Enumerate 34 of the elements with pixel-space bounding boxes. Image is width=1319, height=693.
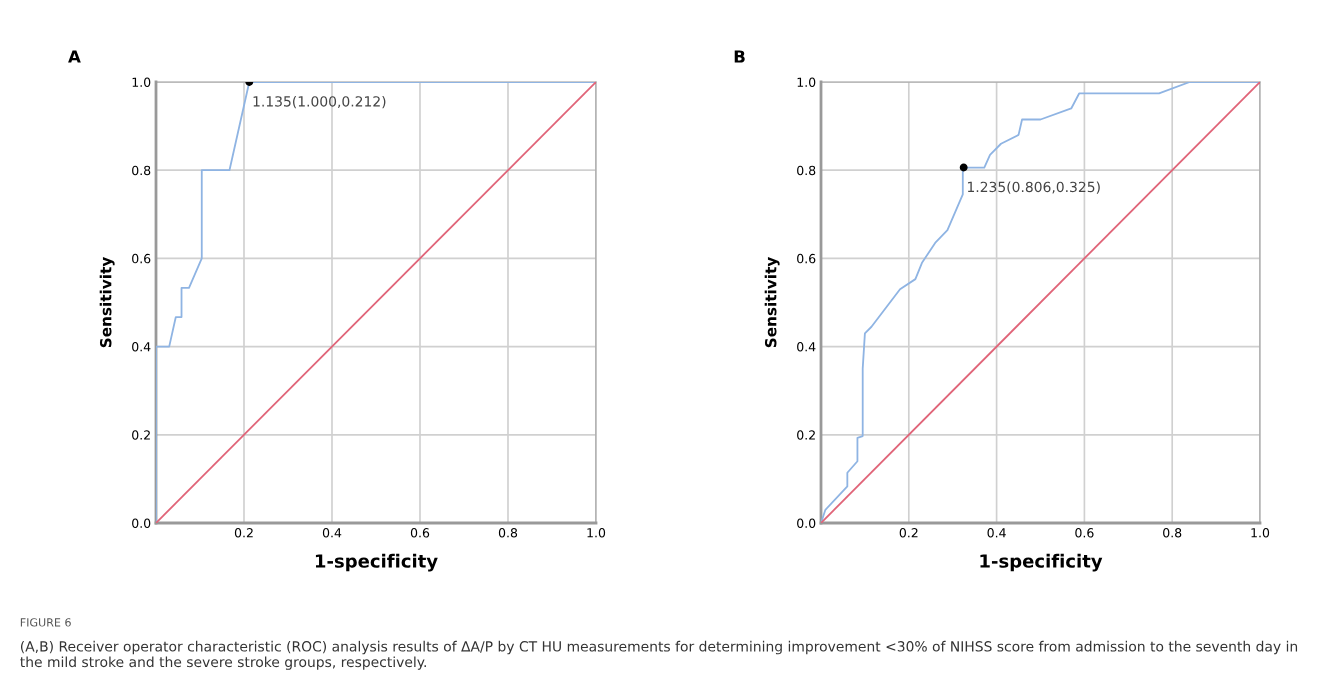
x-axis-title: 1-specificity — [980, 553, 1103, 572]
x-tick-label: 0.2 — [899, 528, 918, 538]
x-tick-label: 0.2 — [234, 528, 253, 538]
chart-title: A — [68, 50, 81, 63]
x-tick-label: 0.4 — [987, 528, 1006, 538]
x-axis-title: 1-specificity — [315, 553, 438, 572]
line-series — [821, 82, 1260, 523]
y-tick-label: 0.2 — [132, 430, 150, 440]
x-tick-label: 1.0 — [587, 528, 606, 538]
x-tick-label: 1.0 — [1251, 528, 1270, 538]
y-tick-label: 0.8 — [797, 165, 816, 176]
y-tick-label: 0.6 — [797, 253, 816, 264]
y-axis-title: Sensitivity — [99, 256, 115, 348]
y-tick-label: 0.0 — [797, 518, 816, 528]
text: (A,B) Receiver operator characteristic (ROC) analysis results of ΔA/P by CT HU measurements for determining improvement <30% of NIHSS score from admission to the seventh day in the mild stroke and the severe stroke groups, respectively. — [20, 640, 1298, 670]
y-tick-label: 0.4 — [797, 342, 816, 352]
x-tick-label: 0.4 — [322, 528, 342, 538]
line-series — [156, 82, 596, 523]
y-axis-title: Sensitivity — [764, 256, 780, 348]
y-tick-label: 0.4 — [132, 342, 151, 352]
x-tick-label: 0.6 — [410, 528, 430, 538]
caption: FIGURE 6 — [20, 618, 71, 627]
y-tick-label: 0.6 — [132, 253, 151, 264]
y-tick-label: 0.8 — [132, 165, 151, 176]
chart-title: B — [734, 50, 745, 63]
y-tick-label: 1.0 — [132, 77, 151, 87]
x-tick-label: 0.6 — [1075, 528, 1094, 538]
x-tick-label: 0.8 — [498, 528, 518, 538]
y-tick-label: 1.0 — [797, 77, 816, 87]
annotation: 1.135(1.000,0.212) — [253, 95, 386, 109]
y-tick-label: 0.2 — [797, 430, 815, 440]
annotation: 1.235(0.806,0.325) — [967, 181, 1100, 194]
y-tick-label: 0.0 — [132, 518, 151, 528]
x-tick-label: 0.8 — [1163, 528, 1182, 538]
